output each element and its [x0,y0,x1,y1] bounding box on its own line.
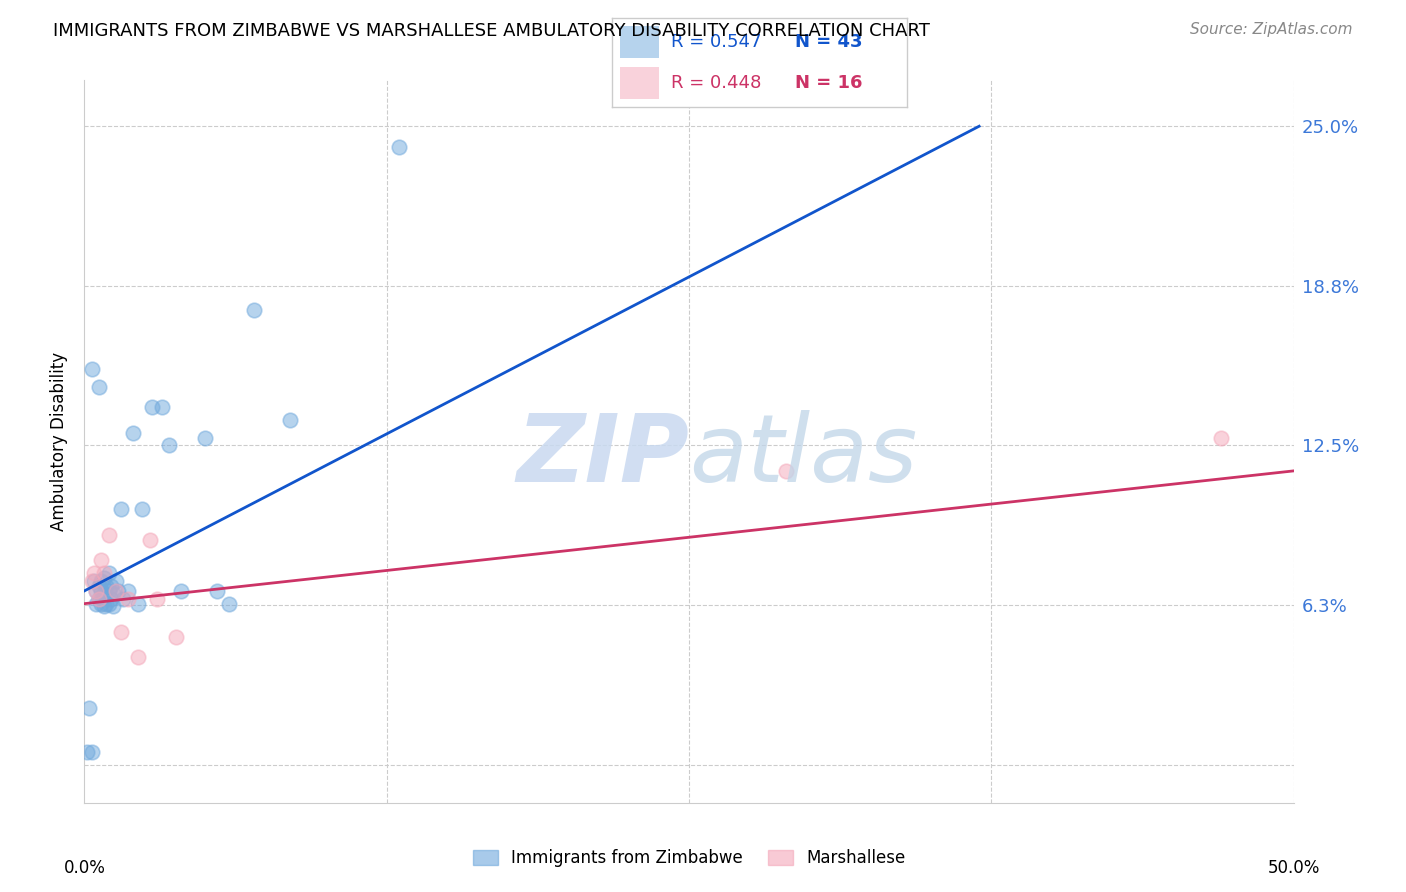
Point [87,591,110,606]
Point [83,566,105,580]
Point [775,464,797,478]
Point [80,574,103,588]
Text: R = 0.547: R = 0.547 [671,33,761,51]
Point [87,591,110,606]
Text: 0.0%: 0.0% [63,859,105,877]
Text: R = 0.448: R = 0.448 [671,74,761,92]
Point [97,597,120,611]
Point [93,586,115,600]
Point [117,591,139,606]
Point [388,139,411,153]
Point [87,579,110,593]
Point [104,574,127,588]
Point [80,745,103,759]
Point [110,502,132,516]
Point [194,431,217,445]
Point [146,591,169,606]
FancyBboxPatch shape [620,26,659,58]
Point [94,597,117,611]
Point [93,599,115,614]
Text: atlas: atlas [689,410,917,501]
Point [103,586,125,600]
Point [86,583,108,598]
Point [93,571,115,585]
Point [1209,431,1232,445]
Point [80,361,103,376]
Point [94,579,117,593]
Text: N = 43: N = 43 [794,33,862,51]
Y-axis label: Ambulatory Disability: Ambulatory Disability [51,352,69,531]
Point [150,400,173,414]
Point [207,583,229,598]
Point [93,566,115,580]
Point [131,502,153,516]
Point [76,745,98,759]
Point [87,379,110,393]
Point [141,400,163,414]
Point [100,591,122,606]
Point [127,597,149,611]
Point [104,583,127,598]
Text: IMMIGRANTS FROM ZIMBABWE VS MARSHALLESE AMBULATORY DISABILITY CORRELATION CHART: IMMIGRANTS FROM ZIMBABWE VS MARSHALLESE … [53,22,931,40]
Point [121,425,143,440]
Point [100,579,122,593]
Point [242,303,264,318]
Point [110,624,132,639]
Text: N = 16: N = 16 [794,74,862,92]
Point [97,566,120,580]
Point [157,438,180,452]
Point [170,583,193,598]
Point [107,583,129,598]
Point [90,574,112,588]
Point [77,701,100,715]
Point [90,597,112,611]
Point [90,583,112,598]
Point [83,574,105,588]
Point [218,597,240,611]
Text: ZIP: ZIP [516,410,689,502]
Point [278,413,301,427]
Point [127,650,149,665]
Point [138,533,160,547]
Point [117,583,139,598]
Point [86,597,108,611]
Point [86,583,108,598]
Legend: Immigrants from Zimbabwe, Marshallese: Immigrants from Zimbabwe, Marshallese [465,843,912,874]
Point [103,599,125,614]
FancyBboxPatch shape [620,67,659,99]
Text: 50.0%: 50.0% [1267,859,1320,877]
Point [90,553,112,567]
Text: Source: ZipAtlas.com: Source: ZipAtlas.com [1189,22,1353,37]
Point [165,630,187,644]
Point [97,527,120,541]
Point [97,583,120,598]
Point [112,591,135,606]
